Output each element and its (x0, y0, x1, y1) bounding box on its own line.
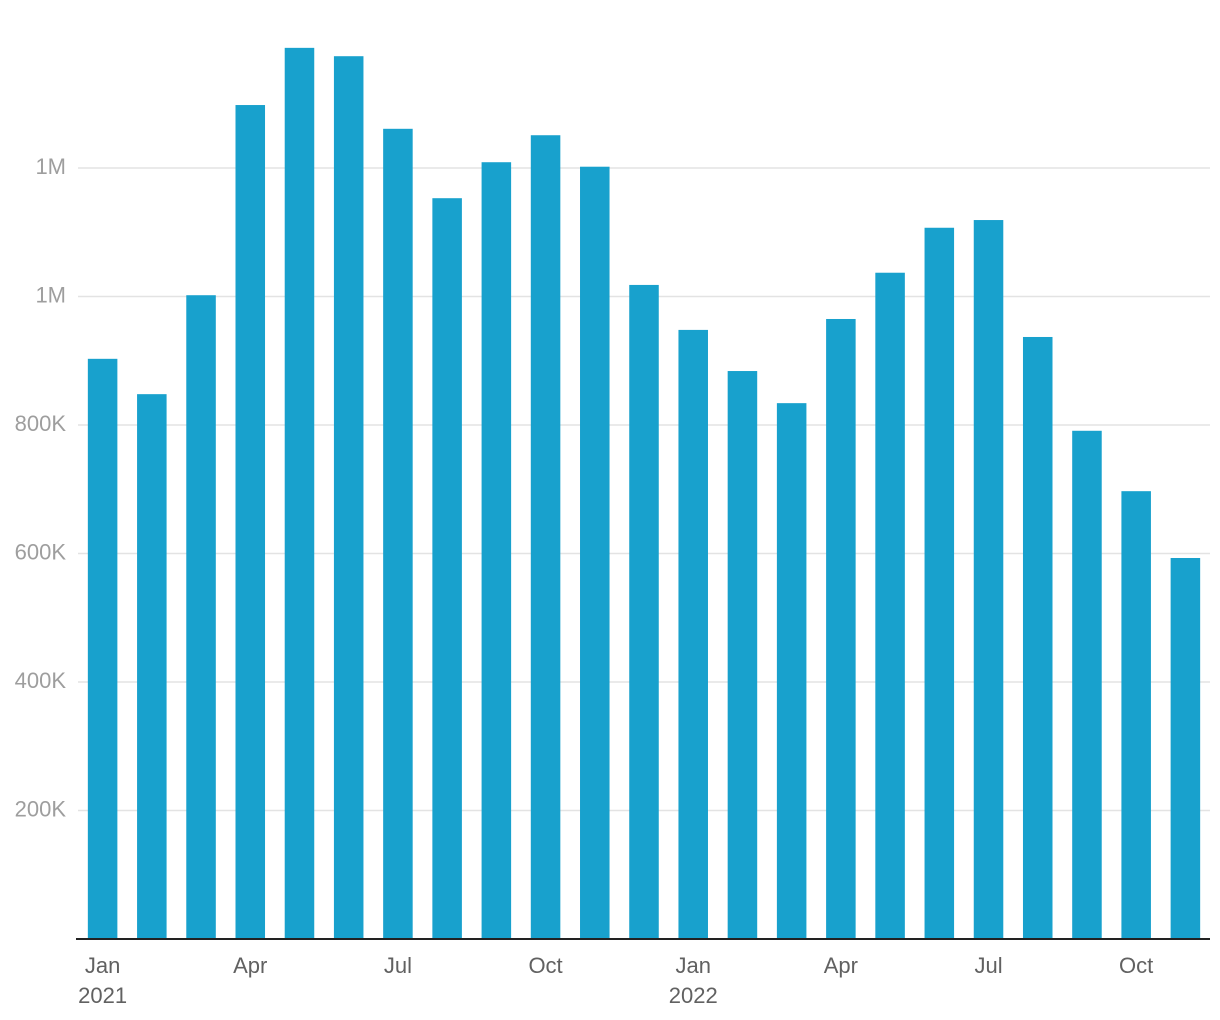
bar (284, 47, 315, 940)
x-tick-label: 2022 (669, 983, 718, 1008)
bar (432, 198, 462, 939)
bar (137, 394, 167, 939)
bar (1072, 430, 1102, 939)
x-tick-label: Jul (974, 953, 1002, 978)
bar (186, 295, 216, 940)
y-tick-label: 600K (15, 539, 67, 564)
y-tick-label: 1M (35, 154, 66, 179)
bar (826, 318, 856, 939)
y-tick-label: 200K (15, 796, 67, 821)
x-tick-label: Jan (85, 953, 120, 978)
bar (678, 329, 708, 939)
bar (727, 371, 758, 939)
bar (580, 166, 610, 940)
x-tick-label: Oct (1119, 953, 1153, 978)
bar (87, 358, 118, 939)
x-tick-label: Jul (384, 953, 412, 978)
bar (875, 272, 905, 939)
bar (383, 128, 413, 939)
bar (924, 227, 955, 939)
bar (481, 162, 512, 939)
bar (629, 284, 659, 939)
bar (333, 56, 364, 939)
x-tick-label: Apr (824, 953, 858, 978)
bar (1170, 557, 1201, 939)
x-tick-label: Jan (675, 953, 710, 978)
y-tick-label: 800K (15, 411, 67, 436)
y-tick-label: 400K (15, 668, 67, 693)
bar (235, 105, 266, 939)
x-tick-label: Oct (528, 953, 562, 978)
y-tick-label: 1M (35, 282, 66, 307)
bar (973, 220, 1004, 940)
bar (530, 135, 561, 940)
bar (776, 403, 807, 939)
bar (1121, 491, 1151, 939)
bar (1022, 336, 1053, 939)
x-tick-label: 2021 (78, 983, 127, 1008)
x-tick-label: Apr (233, 953, 267, 978)
